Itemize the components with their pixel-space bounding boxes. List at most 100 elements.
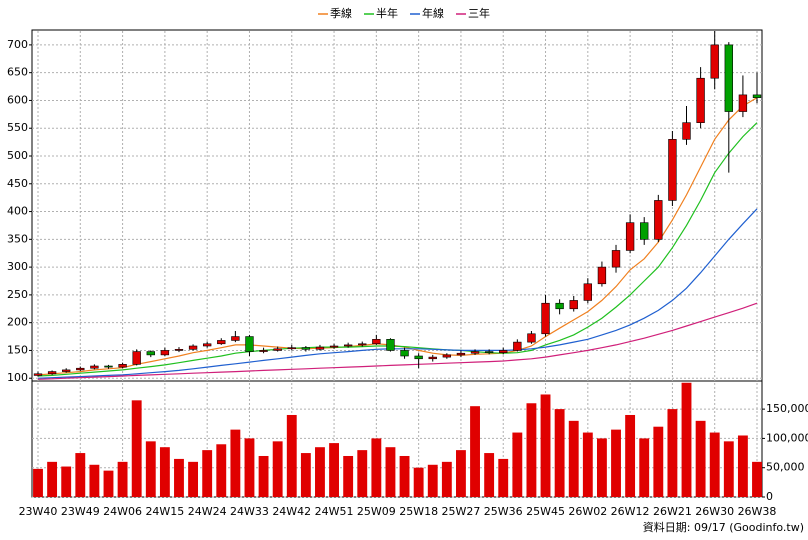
candle-body: [132, 351, 141, 365]
candle-body: [217, 340, 226, 345]
y-tick-label: 200: [7, 316, 28, 329]
candle-body: [583, 283, 593, 301]
volume-bar: [709, 432, 720, 497]
volume-bar: [371, 438, 382, 497]
volume-bar: [159, 447, 170, 497]
volume-bar: [681, 382, 692, 497]
volume-bar: [188, 461, 199, 497]
volume-bar: [596, 438, 607, 497]
x-tick-label: 24W42: [272, 505, 311, 518]
volume-bar: [33, 468, 43, 497]
volume-bar: [582, 432, 593, 497]
candle-body: [33, 373, 43, 376]
volume-bar: [568, 420, 579, 497]
candle-body: [329, 345, 339, 348]
candle-body: [513, 341, 522, 351]
x-tick-label: 24W51: [315, 505, 354, 518]
volume-bar: [526, 403, 537, 497]
candle-body: [104, 365, 113, 368]
legend-label: 季線: [330, 6, 352, 20]
volume-bar: [216, 444, 227, 497]
candle-body: [47, 371, 57, 375]
volume-bar: [300, 453, 311, 497]
candle-body: [456, 352, 466, 356]
candle-body: [287, 347, 296, 350]
x-tick-label: 25W27: [442, 505, 481, 518]
legend-label: 年線: [422, 6, 444, 20]
y2-tick-label: 50,000: [766, 461, 805, 474]
volume-bar: [131, 400, 142, 497]
candle-body: [343, 344, 353, 347]
volume-bar: [258, 455, 269, 497]
candle-body: [414, 355, 423, 360]
ma-line: [37, 122, 758, 377]
candle-body: [273, 348, 282, 351]
candle-body: [231, 336, 240, 341]
volume-bar: [695, 420, 706, 497]
candle-body: [499, 350, 508, 353]
candle-body: [555, 302, 564, 310]
candle-body: [654, 200, 663, 240]
volume-bar: [272, 441, 283, 497]
y-tick-label: 400: [7, 205, 28, 218]
candle-body: [301, 347, 311, 350]
volume-bar: [89, 464, 100, 497]
candle-body: [386, 339, 395, 351]
y-tick-label: 600: [7, 93, 28, 106]
candle-body: [245, 336, 254, 352]
x-tick-label: 26W21: [653, 505, 692, 518]
candle-body: [442, 354, 452, 358]
y-tick-label: 450: [7, 177, 28, 190]
volume-bar: [540, 394, 551, 497]
candle-body: [668, 139, 677, 201]
volume-bar: [117, 461, 128, 497]
footnote: 資料日期: 09/17 (Goodinfo.tw): [643, 520, 804, 534]
x-tick-label: 24W33: [230, 505, 269, 518]
volume-bar: [357, 450, 368, 497]
volume-bar: [399, 455, 410, 497]
volume-bar: [456, 450, 466, 497]
x-tick-label: 24W15: [145, 505, 184, 518]
y-tick-label: 350: [7, 232, 28, 245]
candle-body: [160, 350, 170, 356]
volume-bar: [315, 447, 325, 497]
candle-body: [527, 333, 536, 343]
x-tick-label: 25W45: [526, 505, 565, 518]
candle-body: [188, 345, 198, 350]
volume-bar: [441, 461, 452, 497]
volume-bar: [639, 438, 650, 497]
candle-body: [90, 365, 99, 369]
volume-bar: [174, 458, 184, 497]
ma-line: [37, 208, 758, 379]
volume-bar: [752, 461, 762, 497]
candle-body: [682, 122, 691, 140]
y2-tick-label: 100,000: [766, 431, 808, 444]
volume-bar: [470, 406, 480, 497]
x-tick-label: 25W36: [484, 505, 523, 518]
y-tick-label: 700: [7, 38, 28, 51]
volume-bar: [103, 470, 114, 497]
volume-bar: [75, 453, 86, 497]
candle-body: [738, 94, 748, 112]
x-tick-label: 23W40: [19, 505, 58, 518]
volume-bar: [47, 461, 58, 497]
volume-bar: [385, 447, 396, 497]
x-tick-label: 25W09: [357, 505, 396, 518]
y-tick-label: 300: [7, 260, 28, 273]
volume-bar: [145, 441, 156, 497]
volume-bar: [329, 443, 339, 497]
candle-body: [428, 356, 437, 360]
candle-body: [569, 300, 578, 310]
volume-bar: [737, 435, 748, 497]
candle-body: [202, 343, 212, 347]
candle-body: [484, 351, 494, 353]
volume-bar: [554, 409, 565, 497]
x-tick-label: 26W38: [738, 505, 777, 518]
candle-body: [710, 44, 719, 79]
volume-bar: [498, 458, 509, 497]
y-tick-label: 550: [7, 121, 28, 134]
candle-body: [76, 367, 85, 371]
volume-bar: [202, 450, 213, 497]
y-tick-label: 650: [7, 66, 28, 79]
